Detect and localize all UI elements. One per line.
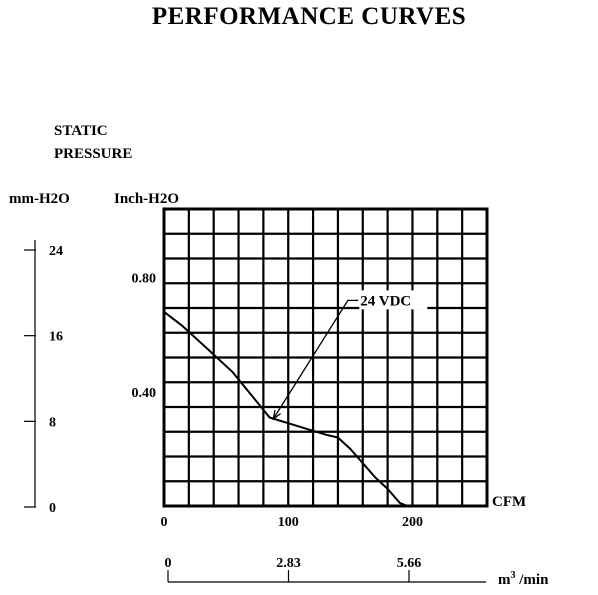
series-annotation-leader	[272, 299, 359, 420]
m3-per-min-axis: 0 2.83 5.66	[165, 556, 486, 583]
series-group: 24 VDC	[163, 290, 428, 507]
mm-h2o-unit-label: mm-H2O	[9, 191, 70, 207]
mm-h2o-tick-label: 0	[49, 501, 56, 516]
m3-tick-label: 5.66	[397, 556, 422, 571]
mm-h2o-tick-label: 16	[49, 330, 63, 345]
cfm-tick-labels: 0 100 200	[161, 515, 423, 530]
chart-title: PERFORMANCE CURVES	[152, 3, 466, 30]
cfm-tick-label: 100	[278, 515, 299, 530]
inch-h2o-tick-label: 0.80	[132, 272, 157, 287]
series-label-24vdc: 24 VDC	[360, 293, 411, 309]
inch-h2o-tick-label: 0.40	[132, 386, 157, 401]
cfm-unit-label: CFM	[492, 494, 526, 510]
y-axis-label-line-2: PRESSURE	[54, 146, 132, 162]
series-label-background	[359, 290, 428, 310]
inch-h2o-unit-label: Inch-H2O	[114, 191, 179, 207]
mm-h2o-axis: 0 8 16 24	[24, 240, 63, 516]
y-axis-label-line-1: STATIC	[54, 123, 108, 139]
mm-h2o-tick-label: 8	[49, 415, 56, 430]
m3-tick-label: 0	[165, 556, 172, 571]
cfm-tick-label: 0	[161, 515, 168, 530]
chart-grid	[162, 207, 489, 508]
inch-h2o-tick-labels: 0.40 0.80	[132, 272, 157, 401]
cfm-tick-label: 200	[402, 515, 423, 530]
m3-per-min-unit-label: m3 /min	[498, 570, 549, 588]
mm-h2o-tick-label: 24	[49, 244, 63, 259]
series-annotation-arrowhead	[272, 409, 281, 421]
m3-tick-label: 2.83	[276, 556, 301, 571]
series-line-24vdc	[163, 311, 408, 507]
